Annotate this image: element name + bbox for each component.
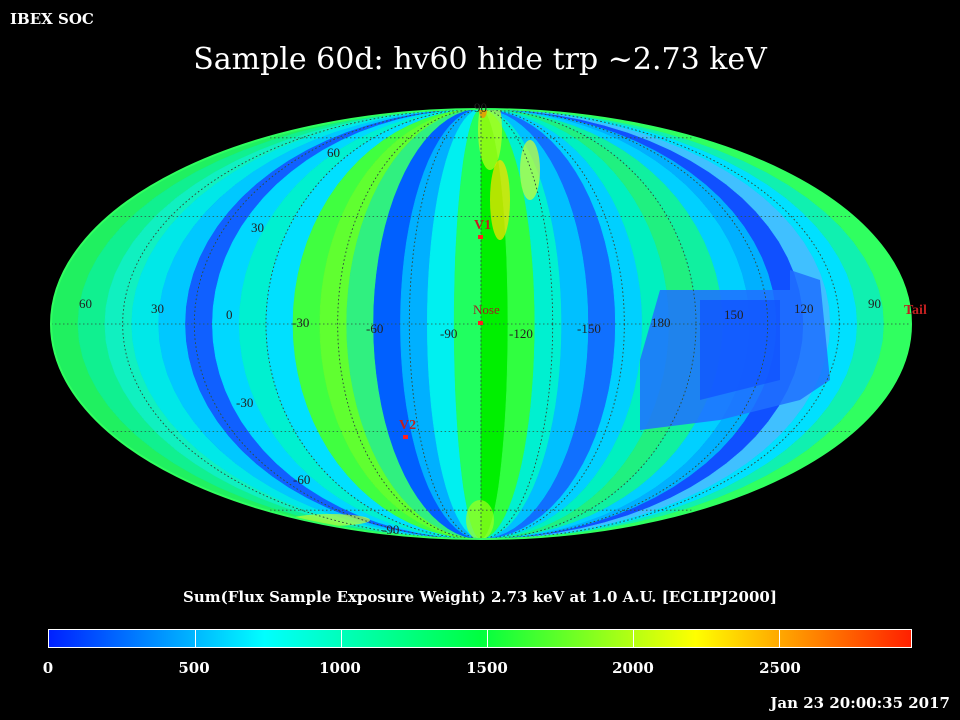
lat-label-30: 30 [251,220,264,235]
colorbar-divider [341,630,342,647]
lon-label-120: 120 [794,301,814,316]
marker-v2-label: V2 [399,418,416,433]
lon-label-60: 60 [79,296,92,311]
colorbar [48,629,912,648]
colorbar-tick-1000: 1000 [319,659,361,677]
timestamp: Jan 23 20:00:35 2017 [770,694,950,712]
marker-v1: V1 [474,218,491,239]
colorbar-tick-500: 500 [178,659,210,677]
marker-v2: V2 [399,418,416,439]
colorbar-divider [633,630,634,647]
marker-nose: Nose [473,302,500,325]
colorbar-divider [195,630,196,647]
marker-nose-label: Nose [473,302,500,317]
lon-label-neg30: -30 [292,315,309,330]
organization-label: IBEX SOC [10,10,94,28]
lon-label-180: 180 [651,315,671,330]
lat-label-60: 60 [327,145,340,160]
lat-label-neg60: -60 [293,472,310,487]
marker-tail: Tail [904,303,927,318]
lat-label-neg90: -90 [382,522,399,537]
colorbar-tick-2500: 2500 [759,659,801,677]
colorbar-tick-0: 0 [42,659,54,677]
lat-label-neg30: -30 [236,395,253,410]
lon-label-neg60: -60 [366,321,383,336]
colorbar-tick-2000: 2000 [612,659,654,677]
longitude-labels: 60 30 0 -30 -60 -90 -120 -150 180 150 12… [79,296,881,341]
colorbar-divider [779,630,780,647]
lon-label-150: 150 [724,307,744,322]
marker-v1-label: V1 [474,218,491,233]
colorbar-tick-1500: 1500 [466,659,508,677]
marker-tail-label: Tail [904,303,927,318]
lon-label-neg90: -90 [440,326,457,341]
plot-title: Sample 60d: hv60 hide trp ~2.73 keV [193,42,767,77]
colorbar-label: Sum(Flux Sample Exposure Weight) 2.73 ke… [183,588,777,606]
lon-label-0: 0 [226,307,233,322]
lon-label-90: 90 [868,296,881,311]
lat-label-90: 90 [474,100,487,115]
latitude-labels: 90 60 30 -30 -60 -90 [236,100,487,537]
lon-label-neg120: -120 [509,326,533,341]
lon-label-neg150: -150 [577,321,601,336]
lon-label-30: 30 [151,301,164,316]
colorbar-divider [487,630,488,647]
